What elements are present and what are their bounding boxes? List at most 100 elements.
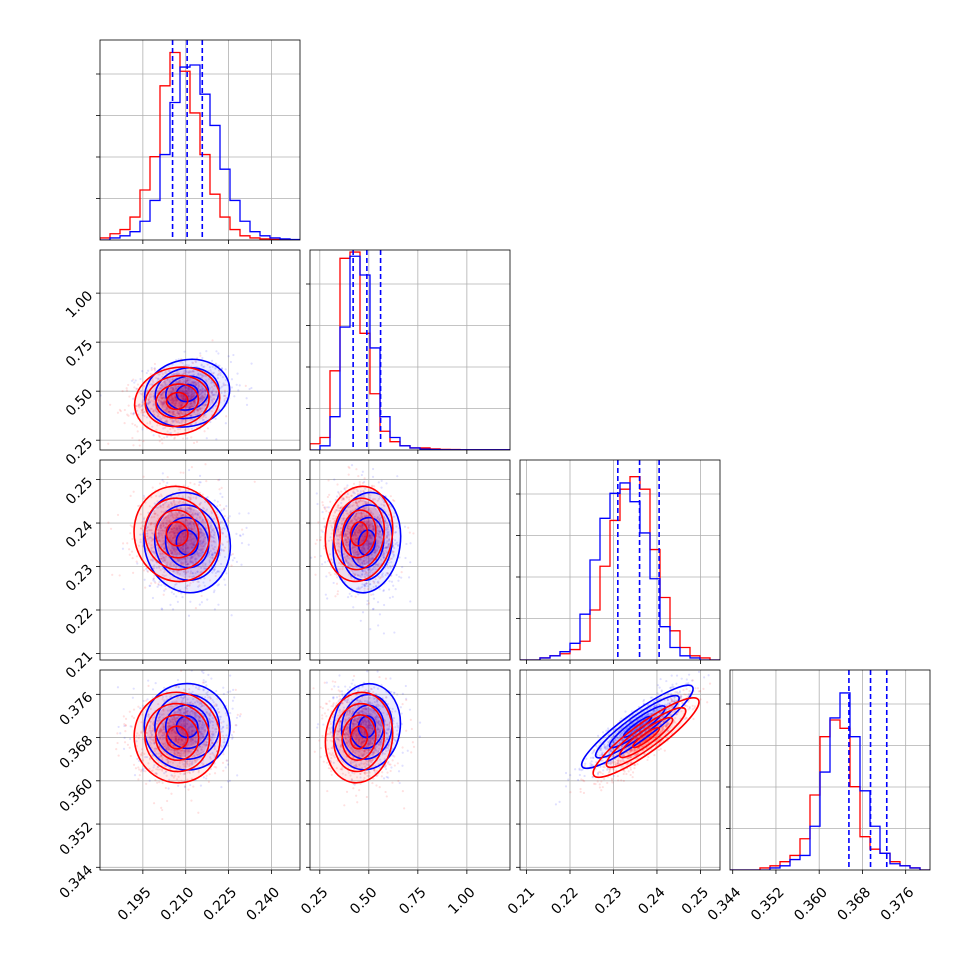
scatter-point-blue — [197, 719, 200, 722]
scatter-point-red — [352, 504, 355, 507]
scatter-point-red — [174, 418, 177, 421]
scatter-point-red — [211, 547, 214, 550]
scatter-point-red — [175, 516, 178, 519]
scatter-point-blue — [187, 468, 191, 472]
scatter-point-blue — [165, 408, 168, 411]
scatter-point-blue — [172, 388, 175, 391]
scatter-point-blue — [199, 481, 202, 484]
scatter-point-red — [362, 511, 365, 514]
scatter-point-blue — [153, 564, 156, 567]
scatter-point-blue — [165, 420, 168, 423]
scatter-point-red — [199, 354, 202, 357]
scatter-point-blue — [180, 539, 183, 542]
scatter-point-red — [362, 538, 366, 541]
scatter-point-red — [190, 405, 193, 408]
scatter-point-blue — [376, 581, 379, 584]
scatter-point-blue — [170, 545, 174, 548]
scatter-point-red — [168, 531, 171, 534]
scatter-point-red — [161, 553, 164, 556]
scatter-point-red — [168, 563, 172, 566]
scatter-point-red — [162, 480, 165, 483]
scatter-point-blue — [157, 532, 160, 536]
scatter-point-red — [151, 538, 154, 542]
scatter-point-blue — [224, 583, 227, 586]
contour-red — [165, 391, 189, 411]
scatter-point-blue — [351, 509, 354, 512]
scatter-point-blue — [174, 531, 177, 534]
scatter-point-blue — [166, 726, 169, 729]
scatter-point-red — [165, 523, 169, 526]
scatter-point-blue — [220, 548, 223, 551]
contour-red — [133, 485, 222, 583]
scatter-point-blue — [190, 725, 193, 728]
scatter-point-red — [150, 543, 153, 547]
scatter-point-blue — [374, 585, 378, 588]
scatter-point-blue — [354, 512, 358, 515]
scatter-point-red — [188, 395, 191, 398]
scatter-point-red — [184, 558, 187, 561]
scatter-point-red — [148, 396, 151, 399]
scatter-point-red — [157, 398, 161, 402]
scatter-point-blue — [186, 405, 189, 408]
scatter-point-red — [341, 565, 344, 568]
scatter-point-red — [381, 512, 385, 515]
scatter-point-blue — [344, 509, 347, 512]
scatter-point-red — [148, 392, 151, 395]
scatter-point-red — [202, 520, 205, 524]
scatter-point-blue — [157, 532, 160, 535]
scatter-point-red — [382, 551, 385, 554]
scatter-point-red — [343, 533, 346, 536]
scatter-point-red — [161, 560, 164, 563]
scatter-point-red — [337, 506, 340, 510]
scatter-point-red — [217, 372, 220, 375]
scatter-point-blue — [240, 542, 244, 545]
scatter-point-red — [176, 558, 179, 561]
scatter-point-red — [135, 405, 138, 408]
scatter-point-red — [182, 412, 185, 415]
scatter-point-red — [367, 534, 371, 538]
scatter-point-red — [201, 395, 204, 398]
scatter-point-red — [158, 531, 161, 535]
scatter-point-red — [175, 514, 179, 517]
contour-blue — [165, 375, 210, 411]
scatter-point-blue — [392, 554, 396, 557]
scatter-point-blue — [190, 395, 193, 398]
scatter-point-red — [355, 550, 359, 554]
scatter-point-red — [184, 406, 188, 409]
scatter-point-red — [325, 510, 328, 513]
scatter-point-blue — [375, 547, 379, 550]
scatter-point-blue — [161, 403, 164, 406]
scatter-point-red — [150, 393, 153, 396]
scatter-point-red — [377, 532, 380, 535]
scatter-point-blue — [184, 380, 187, 383]
scatter-point-blue — [199, 554, 203, 558]
scatter-point-blue — [184, 368, 187, 371]
scatter-point-blue — [153, 465, 155, 467]
scatter-point-blue — [229, 711, 232, 715]
scatter-point-blue — [186, 563, 189, 566]
scatter-point-blue — [195, 383, 198, 386]
scatter-point-red — [344, 543, 347, 546]
scatter-point-red — [368, 523, 371, 526]
scatter-point-blue — [207, 378, 211, 381]
scatter-point-blue — [212, 393, 215, 396]
scatter-point-red — [346, 505, 350, 509]
scatter-point-blue — [206, 737, 209, 741]
scatter-point-red — [132, 378, 135, 381]
scatter-point-red — [162, 503, 165, 507]
scatter-point-blue — [152, 403, 155, 406]
scatter-point-blue — [179, 525, 182, 528]
scatter-point-red — [217, 479, 220, 482]
scatter-point-blue — [191, 690, 194, 693]
scatter-point-blue — [199, 738, 202, 741]
scatter-point-blue — [179, 711, 182, 714]
scatter-point-blue — [198, 720, 201, 723]
scatter-point-red — [130, 412, 133, 415]
scatter-point-red — [354, 533, 357, 536]
scatter-point-red — [132, 444, 135, 447]
scatter-point-blue — [192, 395, 195, 398]
contour-red — [144, 374, 210, 428]
scatter-point-red — [171, 530, 175, 533]
scatter-point-red — [190, 401, 193, 405]
scatter-point-blue — [144, 567, 148, 571]
